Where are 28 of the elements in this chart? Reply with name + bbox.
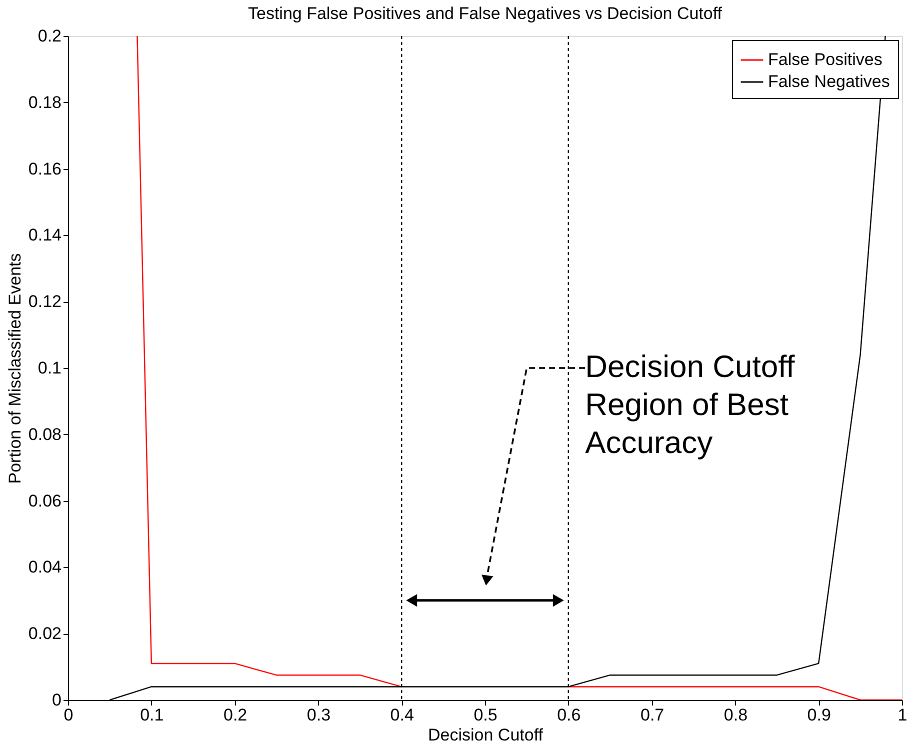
x-tick-label: 0.7: [640, 706, 664, 724]
y-tick-label: 0.14: [28, 226, 62, 245]
y-tick-label: 0: [52, 690, 62, 710]
x-tick-label: 0.8: [724, 706, 748, 724]
x-tick-label: 0.6: [557, 706, 581, 724]
x-tick-label: 0: [64, 706, 74, 724]
y-tick-label: 0.16: [28, 159, 62, 178]
y-axis-title: Portion of Misclassified Events: [5, 253, 24, 484]
y-tick-label: 0.2: [38, 26, 62, 46]
x-tick-label: 1: [898, 706, 908, 724]
y-tick-label: 0.06: [28, 491, 62, 510]
chart-title: Testing False Positives and False Negatives vs Decision Cutoff: [248, 4, 722, 23]
x-tick-label: 0.3: [306, 706, 331, 724]
y-tick-label: 0.02: [28, 624, 62, 644]
legend-label: False Positives: [768, 50, 882, 69]
x-tick-label: 0.9: [807, 706, 831, 724]
x-axis-title: Decision Cutoff: [428, 726, 544, 744]
x-tick-label: 0.4: [390, 706, 414, 724]
y-tick-label: 0.12: [28, 292, 62, 312]
x-tick-label: 0.2: [223, 706, 248, 724]
y-tick-label: 0.18: [28, 92, 62, 112]
y-tick-label: 0.04: [28, 558, 62, 577]
x-tick-label: 0.5: [474, 706, 498, 724]
annotation: Decision Cutoff Region of Best Accuracy: [585, 349, 796, 460]
y-tick-label: 0.08: [28, 424, 62, 444]
x-tick-label: 0.1: [140, 706, 164, 724]
y-tick-label: 0.1: [38, 358, 62, 378]
legend-label: False Negatives: [768, 72, 890, 91]
